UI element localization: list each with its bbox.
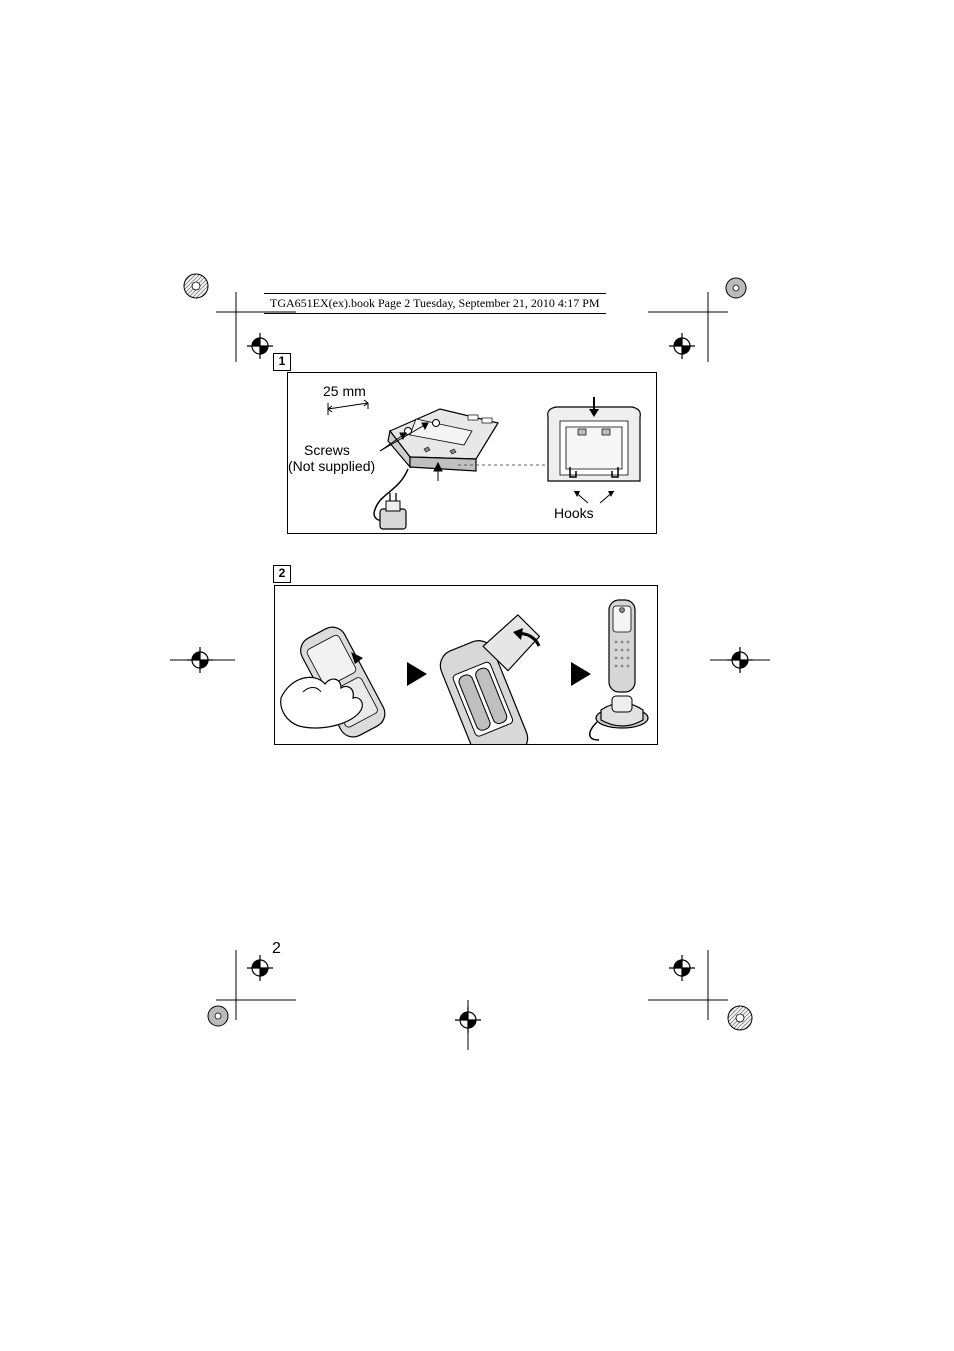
crop-circle-bottom-right: [726, 1004, 766, 1044]
crop-corner-tr: [648, 292, 738, 382]
label-screws: Screws: [304, 442, 350, 459]
header-running-text: TGA651EX(ex).book Page 2 Tuesday, Septem…: [264, 293, 606, 314]
crop-circle-top-right: [724, 276, 754, 306]
label-not-supplied: (Not supplied): [288, 458, 375, 475]
arrow-right-icon: [571, 662, 591, 686]
figure-2-illustration: [275, 586, 657, 744]
figure-2-box: [274, 585, 658, 745]
label-25mm: 25 mm: [323, 383, 366, 400]
crop-mid-bottom: [448, 1000, 488, 1060]
step-number-2: 2: [273, 565, 291, 583]
step-1-text: 1: [279, 354, 286, 368]
crop-corner-br: [648, 940, 738, 1030]
crop-mid-left: [180, 640, 250, 680]
label-hooks: Hooks: [554, 505, 594, 522]
crop-mid-right: [710, 640, 780, 680]
crop-corner-bl: [216, 940, 306, 1030]
page-number: 2: [272, 940, 281, 958]
step-2-text: 2: [279, 566, 286, 580]
header-text: TGA651EX(ex).book Page 2 Tuesday, Septem…: [270, 296, 600, 310]
crop-circle-top-left: [182, 272, 222, 312]
step-number-1: 1: [273, 353, 291, 371]
arrow-right-icon: [407, 662, 427, 686]
crop-circle-bottom-left: [206, 1004, 236, 1034]
